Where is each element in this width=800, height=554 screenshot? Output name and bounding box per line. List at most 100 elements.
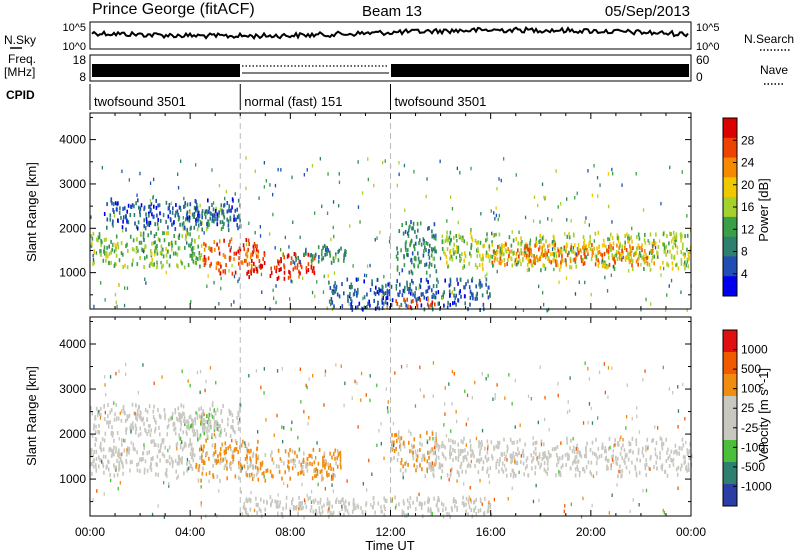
echo-cell bbox=[583, 261, 586, 266]
echo-cell bbox=[457, 442, 459, 447]
echo-cell bbox=[531, 466, 533, 471]
echo-cell bbox=[541, 236, 544, 241]
echo-cell bbox=[498, 260, 501, 265]
echo-cell bbox=[142, 451, 145, 456]
echo-cell bbox=[677, 425, 679, 429]
echo-cell bbox=[398, 161, 400, 165]
echo-cell bbox=[105, 258, 107, 263]
echo-cell bbox=[544, 196, 547, 200]
echo-cell bbox=[233, 257, 235, 262]
echo-cell bbox=[172, 251, 175, 256]
echo-cell bbox=[594, 262, 597, 267]
echo-cell bbox=[658, 239, 661, 243]
echo-cell bbox=[418, 260, 421, 265]
echo-cell bbox=[380, 509, 382, 514]
echo-cell bbox=[687, 452, 690, 456]
echo-cell bbox=[105, 393, 107, 397]
echo-cell bbox=[117, 416, 120, 421]
echo-cell bbox=[197, 478, 200, 483]
echo-cell bbox=[499, 256, 502, 261]
echo-cell bbox=[407, 505, 409, 510]
echo-cell bbox=[450, 195, 452, 199]
echo-cell bbox=[297, 256, 299, 260]
echo-cell bbox=[407, 512, 409, 517]
echo-cell bbox=[211, 168, 213, 172]
echo-cell bbox=[676, 262, 678, 267]
echo-cell bbox=[238, 256, 240, 261]
echo-cell bbox=[560, 248, 563, 253]
echo-cell bbox=[407, 253, 409, 258]
echo-cell bbox=[122, 264, 124, 269]
echo-cell bbox=[276, 369, 279, 373]
echo-cell bbox=[472, 296, 474, 301]
echo-cell bbox=[194, 417, 196, 422]
echo-cell bbox=[185, 217, 187, 222]
echo-cell bbox=[591, 248, 594, 253]
echo-cell bbox=[238, 475, 240, 480]
echo-cell bbox=[366, 305, 368, 309]
echo-cell bbox=[415, 234, 418, 239]
echo-cell bbox=[349, 224, 351, 228]
echo-cell bbox=[245, 252, 247, 257]
echo-cell bbox=[227, 422, 229, 427]
echo-cell bbox=[98, 235, 101, 240]
echo-cell bbox=[314, 294, 316, 299]
echo-cell bbox=[144, 277, 146, 281]
echo-cell bbox=[603, 262, 606, 267]
echo-cell bbox=[352, 292, 355, 297]
echo-cell bbox=[149, 209, 152, 214]
echo-cell bbox=[479, 240, 482, 245]
echo-cell bbox=[433, 264, 436, 269]
echo-cell bbox=[316, 441, 318, 445]
echo-cell bbox=[329, 451, 331, 456]
echo-cell bbox=[560, 260, 562, 265]
echo-cell bbox=[666, 473, 669, 478]
echo-cell bbox=[285, 505, 287, 510]
echo-cell bbox=[233, 274, 236, 279]
echo-cell bbox=[234, 447, 236, 452]
echo-cell bbox=[122, 252, 124, 257]
x-axis: 00:00 04:00 08:00 12:00 16:00 20:00 00:00 bbox=[75, 525, 706, 539]
echo-cell bbox=[165, 253, 168, 258]
echo-cell bbox=[327, 274, 329, 278]
echo-cell bbox=[470, 235, 473, 240]
echo-cell bbox=[194, 239, 196, 244]
echo-cell bbox=[212, 207, 215, 212]
echo-cell bbox=[189, 451, 192, 456]
echo-cell bbox=[149, 262, 152, 267]
echo-cell bbox=[298, 274, 300, 279]
echo-cell bbox=[538, 452, 541, 457]
echo-cell bbox=[154, 249, 156, 254]
y-tick-label: 4000 bbox=[59, 337, 86, 351]
echo-cell bbox=[434, 246, 436, 251]
echo-cell bbox=[470, 453, 472, 458]
echo-cell bbox=[244, 444, 247, 448]
echo-cell bbox=[393, 443, 395, 447]
echo-cell bbox=[608, 255, 610, 260]
echo-cell bbox=[653, 242, 655, 247]
freq-label: Freq. bbox=[8, 52, 36, 66]
echo-cell bbox=[175, 443, 178, 448]
echo-cell bbox=[589, 448, 592, 452]
echo-cell bbox=[406, 280, 408, 285]
echo-cell bbox=[152, 415, 155, 419]
echo-cell bbox=[419, 434, 422, 439]
echo-cell bbox=[302, 459, 305, 464]
echo-cell bbox=[396, 458, 399, 462]
echo-cell bbox=[672, 462, 675, 467]
echo-cell bbox=[350, 299, 353, 304]
echo-cell bbox=[294, 265, 296, 270]
echo-cell bbox=[645, 473, 648, 477]
echo-cell bbox=[452, 301, 454, 306]
echo-cell bbox=[544, 417, 546, 422]
echo-cell bbox=[113, 463, 115, 468]
echo-cell bbox=[332, 510, 335, 515]
echo-cell bbox=[386, 288, 389, 293]
echo-cell bbox=[410, 291, 412, 296]
echo-cell bbox=[103, 405, 105, 409]
echo-cell bbox=[442, 503, 445, 508]
echo-cell bbox=[114, 292, 117, 297]
echo-cell bbox=[563, 247, 565, 252]
echo-cell bbox=[225, 263, 227, 268]
echo-cell bbox=[498, 213, 500, 218]
